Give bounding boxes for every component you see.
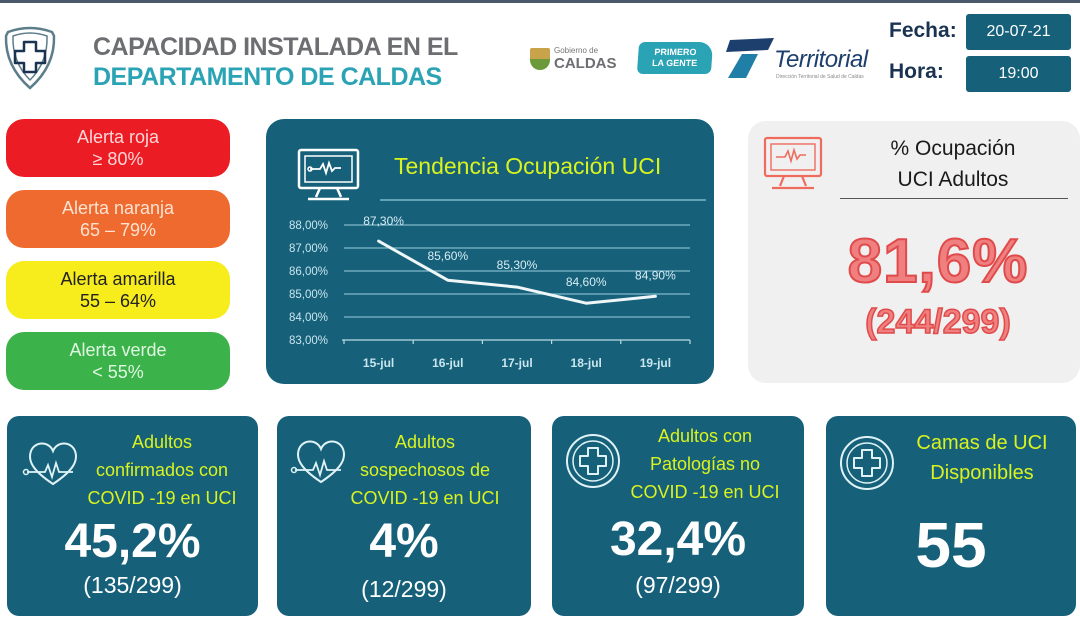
- alert-roja-name: Alerta roja: [76, 127, 160, 147]
- occupancy-percent: 81,6%: [847, 226, 1029, 297]
- title-line1: CAPACIDAD INSTALADA EN EL: [93, 33, 458, 61]
- alert-naranja: Alerta naranja 65 – 79%: [6, 190, 230, 248]
- occupancy-card: % Ocupación UCI Adultos 81,6% (244/299): [748, 121, 1080, 383]
- label-line: Adultos con: [657, 426, 753, 446]
- alert-roja-range: ≥ 80%: [92, 149, 144, 169]
- label-line: COVID -19 en UCI: [630, 482, 780, 502]
- caldas-shield-icon: [530, 47, 550, 70]
- y-tick-label: 86,00%: [289, 266, 328, 278]
- shield-cross-icon: [4, 26, 56, 90]
- data-label: 84,60%: [566, 275, 607, 289]
- title-line2: DEPARTAMENTO DE CALDAS: [93, 63, 442, 91]
- x-tick-label: 19-jul: [640, 356, 671, 370]
- card-camas-disponibles: Camas de UCI Disponibles 55: [826, 416, 1076, 616]
- primero-line2: LA GENTE: [651, 58, 698, 68]
- occupancy-fraction: (244/299): [864, 302, 1011, 342]
- territorial-logo: Territorial Dirección Territorial de Sal…: [724, 36, 874, 80]
- label-line: Adultos: [131, 432, 193, 452]
- occupancy-title-line1: % Ocupación: [890, 137, 1016, 160]
- card-patologias-label: Adultos con Patologías no COVID -19 en U…: [612, 422, 798, 506]
- data-label: 85,30%: [497, 258, 538, 272]
- card-sospechosos: Adultos sospechosos de COVID -19 en UCI …: [277, 416, 531, 616]
- card-camas-value: 55: [915, 509, 987, 581]
- card-camas-label: Camas de UCI Disponibles: [892, 428, 1072, 488]
- territorial-subtitle: Dirección Territorial de Salud de Caldas: [776, 74, 864, 80]
- heart-pulse-icon: [22, 442, 77, 486]
- occupancy-title-line2: UCI Adultos: [897, 168, 1009, 191]
- label-line: Patologías no: [649, 454, 761, 474]
- occupancy-divider: [840, 198, 1068, 199]
- card-sospechosos-value: 4%: [369, 515, 439, 568]
- data-label: 87,30%: [363, 214, 404, 228]
- card-patologias: Adultos con Patologías no COVID -19 en U…: [552, 416, 804, 616]
- y-tick-label: 87,00%: [289, 243, 328, 255]
- fecha-value: 20-07-21: [966, 14, 1071, 50]
- y-tick-label: 88,00%: [289, 220, 328, 232]
- label-line: Camas de UCI: [916, 432, 1048, 454]
- data-label: 85,60%: [427, 249, 468, 263]
- card-confirmados-value: 45,2%: [64, 515, 201, 568]
- y-tick-label: 83,00%: [289, 335, 328, 347]
- y-tick-label: 84,00%: [289, 312, 328, 324]
- fecha-label: Fecha:: [889, 19, 957, 42]
- monitor-pulse-icon: [297, 148, 360, 201]
- trend-line: [377, 239, 657, 305]
- label-line: Adultos: [394, 432, 456, 452]
- label-line: COVID -19 en UCI: [350, 488, 500, 508]
- primero-la-gente-logo: PRIMERO LA GENTE: [636, 42, 714, 74]
- medical-cross-icon: [566, 434, 620, 488]
- x-tick-label: 18-jul: [571, 356, 602, 370]
- x-tick-label: 16-jul: [432, 356, 463, 370]
- heart-pulse-icon: [290, 440, 345, 484]
- alert-amarilla: Alerta amarilla 55 – 64%: [6, 261, 230, 319]
- occupancy-title: % Ocupación UCI Adultos: [838, 133, 1068, 195]
- alert-verde: Alerta verde < 55%: [6, 332, 230, 390]
- alert-naranja-range: 65 – 79%: [79, 220, 157, 240]
- monitor-pulse-icon: [763, 136, 823, 190]
- gobierno-caldas-logo: Gobierno de CALDAS: [530, 46, 617, 71]
- alert-roja: Alerta roja ≥ 80%: [6, 119, 230, 177]
- x-tick-label: 17-jul: [501, 356, 532, 370]
- alert-verde-name: Alerta verde: [69, 340, 167, 360]
- card-patologias-fraction: (97/299): [635, 572, 721, 598]
- hora-label: Hora:: [889, 60, 944, 83]
- card-confirmados-label: Adultos confirmados con COVID -19 en UCI: [67, 428, 257, 512]
- card-confirmados-fraction: (135/299): [83, 572, 182, 598]
- card-patologias-value: 32,4%: [609, 513, 747, 566]
- card-sospechosos-label: Adultos sospechosos de COVID -19 en UCI: [327, 428, 523, 512]
- medical-cross-icon: [840, 436, 894, 490]
- territorial-mark-icon: [726, 38, 774, 78]
- label-line: confirmados con: [95, 460, 229, 480]
- card-confirmados: Adultos confirmados con COVID -19 en UCI…: [7, 416, 258, 616]
- label-line: Disponibles: [930, 462, 1034, 484]
- alert-amarilla-name: Alerta amarilla: [60, 269, 176, 289]
- caldas-logo-big: CALDAS: [554, 55, 617, 72]
- trend-line-chart: 83,00% 84,00% 85,00% 86,00% 87,00% 88,00% 15-j…: [289, 199, 706, 370]
- data-label: 84,90%: [635, 268, 676, 282]
- alert-naranja-name: Alerta naranja: [61, 198, 175, 218]
- label-line: sospechosos de: [359, 460, 491, 480]
- trend-chart-card: Tendencia Ocupación UCI 83,00% 84,00% 85,0…: [266, 119, 714, 384]
- alert-amarilla-range: 55 – 64%: [79, 291, 157, 311]
- primero-line1: PRIMERO: [654, 47, 697, 57]
- card-sospechosos-fraction: (12/299): [361, 576, 447, 602]
- trend-chart-title: Tendencia Ocupación UCI: [394, 153, 662, 179]
- territorial-wordmark: Territorial: [774, 46, 868, 73]
- label-line: COVID -19 en UCI: [87, 488, 237, 508]
- x-tick-label: 15-jul: [363, 356, 394, 370]
- y-tick-label: 85,00%: [289, 289, 328, 301]
- hora-value: 19:00: [966, 56, 1071, 92]
- caldas-logo-small: Gobierno de: [554, 46, 599, 55]
- top-border: [0, 0, 1080, 3]
- page-title: CAPACIDAD INSTALADA EN EL DEPARTAMENTO D…: [93, 32, 458, 92]
- alert-verde-range: < 55%: [92, 362, 144, 382]
